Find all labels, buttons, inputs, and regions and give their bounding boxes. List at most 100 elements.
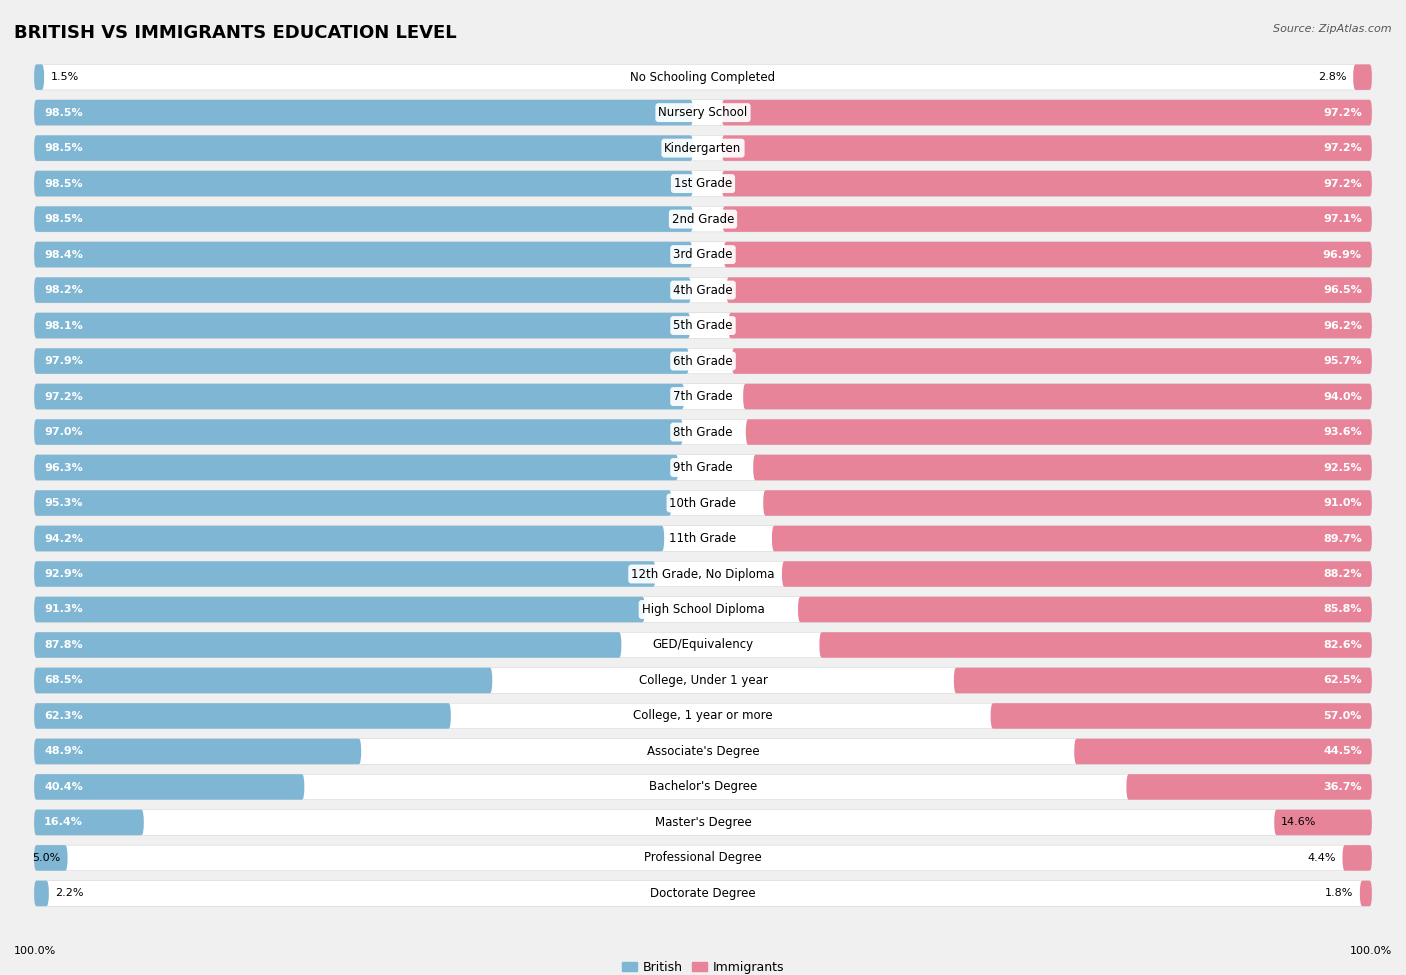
FancyBboxPatch shape — [34, 207, 1372, 232]
FancyBboxPatch shape — [731, 348, 1372, 373]
FancyBboxPatch shape — [763, 490, 1372, 516]
FancyBboxPatch shape — [34, 171, 1372, 196]
Text: 2nd Grade: 2nd Grade — [672, 213, 734, 225]
Text: 12th Grade, No Diploma: 12th Grade, No Diploma — [631, 567, 775, 580]
FancyBboxPatch shape — [34, 384, 1372, 410]
FancyBboxPatch shape — [34, 703, 451, 728]
FancyBboxPatch shape — [34, 774, 304, 800]
Text: 88.2%: 88.2% — [1323, 569, 1362, 579]
Text: 95.3%: 95.3% — [44, 498, 83, 508]
Text: Source: ZipAtlas.com: Source: ZipAtlas.com — [1274, 24, 1392, 34]
Text: Bachelor's Degree: Bachelor's Degree — [650, 780, 756, 794]
Text: 48.9%: 48.9% — [44, 747, 83, 757]
FancyBboxPatch shape — [34, 597, 645, 622]
FancyBboxPatch shape — [34, 845, 1372, 871]
Text: 96.5%: 96.5% — [1323, 285, 1362, 295]
FancyBboxPatch shape — [1126, 774, 1372, 800]
Text: 100.0%: 100.0% — [14, 946, 56, 956]
Text: 97.2%: 97.2% — [1323, 107, 1362, 118]
FancyBboxPatch shape — [772, 526, 1372, 551]
FancyBboxPatch shape — [745, 419, 1372, 445]
FancyBboxPatch shape — [34, 64, 1372, 90]
FancyBboxPatch shape — [724, 242, 1372, 267]
Text: 57.0%: 57.0% — [1323, 711, 1362, 721]
Text: GED/Equivalency: GED/Equivalency — [652, 639, 754, 651]
Text: 1.5%: 1.5% — [51, 72, 79, 82]
Text: 96.9%: 96.9% — [1323, 250, 1362, 259]
Text: 1st Grade: 1st Grade — [673, 177, 733, 190]
FancyBboxPatch shape — [34, 774, 1372, 800]
FancyBboxPatch shape — [34, 562, 655, 587]
Text: 62.3%: 62.3% — [44, 711, 83, 721]
FancyBboxPatch shape — [34, 348, 689, 373]
FancyBboxPatch shape — [34, 703, 1372, 728]
Text: High School Diploma: High School Diploma — [641, 603, 765, 616]
FancyBboxPatch shape — [34, 277, 1372, 303]
Text: 4.4%: 4.4% — [1308, 853, 1336, 863]
FancyBboxPatch shape — [34, 526, 664, 551]
FancyBboxPatch shape — [34, 809, 1372, 836]
Text: Kindergarten: Kindergarten — [665, 141, 741, 155]
FancyBboxPatch shape — [34, 454, 678, 481]
Text: 9th Grade: 9th Grade — [673, 461, 733, 474]
Text: 97.2%: 97.2% — [1323, 178, 1362, 188]
Text: 82.6%: 82.6% — [1323, 640, 1362, 650]
FancyBboxPatch shape — [34, 739, 1372, 764]
FancyBboxPatch shape — [727, 277, 1372, 303]
Text: Associate's Degree: Associate's Degree — [647, 745, 759, 758]
FancyBboxPatch shape — [34, 99, 1372, 126]
FancyBboxPatch shape — [34, 313, 1372, 338]
Text: 98.5%: 98.5% — [44, 107, 83, 118]
Text: 94.0%: 94.0% — [1323, 392, 1362, 402]
Text: 98.1%: 98.1% — [44, 321, 83, 331]
Text: Master's Degree: Master's Degree — [655, 816, 751, 829]
FancyBboxPatch shape — [34, 419, 683, 445]
Text: 3rd Grade: 3rd Grade — [673, 248, 733, 261]
FancyBboxPatch shape — [1274, 809, 1372, 836]
FancyBboxPatch shape — [34, 64, 44, 90]
Text: 91.0%: 91.0% — [1323, 498, 1362, 508]
FancyBboxPatch shape — [799, 597, 1372, 622]
FancyBboxPatch shape — [34, 490, 672, 516]
FancyBboxPatch shape — [34, 880, 1372, 906]
Text: Nursery School: Nursery School — [658, 106, 748, 119]
FancyBboxPatch shape — [34, 845, 67, 871]
Text: 36.7%: 36.7% — [1323, 782, 1362, 792]
Text: 94.2%: 94.2% — [44, 533, 83, 543]
Text: 97.2%: 97.2% — [1323, 143, 1362, 153]
FancyBboxPatch shape — [1360, 880, 1372, 906]
FancyBboxPatch shape — [820, 632, 1372, 658]
FancyBboxPatch shape — [782, 562, 1372, 587]
FancyBboxPatch shape — [34, 632, 1372, 658]
Text: 5th Grade: 5th Grade — [673, 319, 733, 332]
FancyBboxPatch shape — [34, 136, 693, 161]
Text: 97.9%: 97.9% — [44, 356, 83, 366]
Text: 100.0%: 100.0% — [1350, 946, 1392, 956]
FancyBboxPatch shape — [34, 739, 361, 764]
Text: 44.5%: 44.5% — [1323, 747, 1362, 757]
FancyBboxPatch shape — [34, 136, 1372, 161]
Text: 2.2%: 2.2% — [55, 888, 84, 898]
Text: 14.6%: 14.6% — [1281, 817, 1316, 828]
FancyBboxPatch shape — [728, 313, 1372, 338]
Text: 4th Grade: 4th Grade — [673, 284, 733, 296]
FancyBboxPatch shape — [34, 597, 1372, 622]
Text: 98.2%: 98.2% — [44, 285, 83, 295]
Text: 2.8%: 2.8% — [1317, 72, 1347, 82]
FancyBboxPatch shape — [34, 313, 690, 338]
FancyBboxPatch shape — [34, 384, 685, 410]
Text: 92.5%: 92.5% — [1323, 462, 1362, 473]
Text: 5.0%: 5.0% — [32, 853, 60, 863]
FancyBboxPatch shape — [744, 384, 1372, 410]
Text: 98.5%: 98.5% — [44, 178, 83, 188]
Text: 92.9%: 92.9% — [44, 569, 83, 579]
FancyBboxPatch shape — [991, 703, 1372, 728]
FancyBboxPatch shape — [34, 490, 1372, 516]
Text: 87.8%: 87.8% — [44, 640, 83, 650]
Text: 96.3%: 96.3% — [44, 462, 83, 473]
Text: 16.4%: 16.4% — [44, 817, 83, 828]
Text: 6th Grade: 6th Grade — [673, 355, 733, 368]
FancyBboxPatch shape — [1074, 739, 1372, 764]
FancyBboxPatch shape — [34, 348, 1372, 373]
Text: 91.3%: 91.3% — [44, 604, 83, 614]
